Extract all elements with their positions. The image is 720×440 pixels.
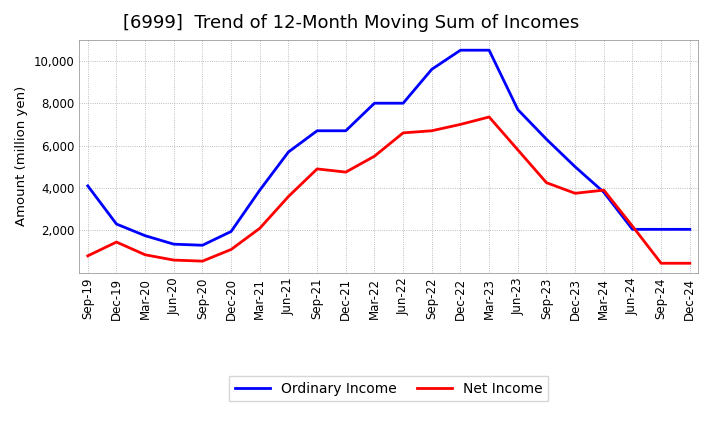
Net Income — [312, 166, 321, 172]
Net Income — [513, 147, 522, 153]
Ordinary Income — [542, 136, 551, 142]
Net Income — [370, 154, 379, 159]
Ordinary Income — [600, 190, 608, 195]
Ordinary Income — [284, 149, 293, 154]
Ordinary Income — [227, 229, 235, 234]
Ordinary Income — [84, 183, 92, 188]
Net Income — [169, 257, 178, 263]
Legend: Ordinary Income, Net Income: Ordinary Income, Net Income — [229, 376, 549, 401]
Ordinary Income — [399, 101, 408, 106]
Ordinary Income — [513, 107, 522, 112]
Ordinary Income — [169, 242, 178, 247]
Net Income — [485, 114, 493, 120]
Net Income — [571, 191, 580, 196]
Text: [6999]  Trend of 12-Month Moving Sum of Incomes: [6999] Trend of 12-Month Moving Sum of I… — [122, 15, 579, 33]
Ordinary Income — [571, 164, 580, 169]
Ordinary Income — [256, 187, 264, 193]
Net Income — [628, 224, 636, 229]
Net Income — [428, 128, 436, 133]
Line: Net Income: Net Income — [88, 117, 690, 263]
Ordinary Income — [370, 101, 379, 106]
Net Income — [341, 169, 350, 175]
Ordinary Income — [312, 128, 321, 133]
Ordinary Income — [428, 66, 436, 72]
Net Income — [227, 247, 235, 252]
Ordinary Income — [685, 227, 694, 232]
Net Income — [84, 253, 92, 258]
Ordinary Income — [198, 242, 207, 248]
Net Income — [456, 122, 465, 127]
Net Income — [284, 194, 293, 199]
Line: Ordinary Income: Ordinary Income — [88, 50, 690, 245]
Net Income — [600, 187, 608, 193]
Ordinary Income — [657, 227, 665, 232]
Net Income — [198, 258, 207, 264]
Y-axis label: Amount (million yen): Amount (million yen) — [15, 86, 28, 226]
Ordinary Income — [628, 227, 636, 232]
Net Income — [256, 226, 264, 231]
Ordinary Income — [112, 221, 121, 227]
Net Income — [399, 130, 408, 136]
Ordinary Income — [456, 48, 465, 53]
Ordinary Income — [485, 48, 493, 53]
Ordinary Income — [341, 128, 350, 133]
Net Income — [542, 180, 551, 185]
Net Income — [685, 260, 694, 266]
Net Income — [657, 260, 665, 266]
Net Income — [112, 239, 121, 245]
Net Income — [141, 252, 150, 257]
Ordinary Income — [141, 233, 150, 238]
